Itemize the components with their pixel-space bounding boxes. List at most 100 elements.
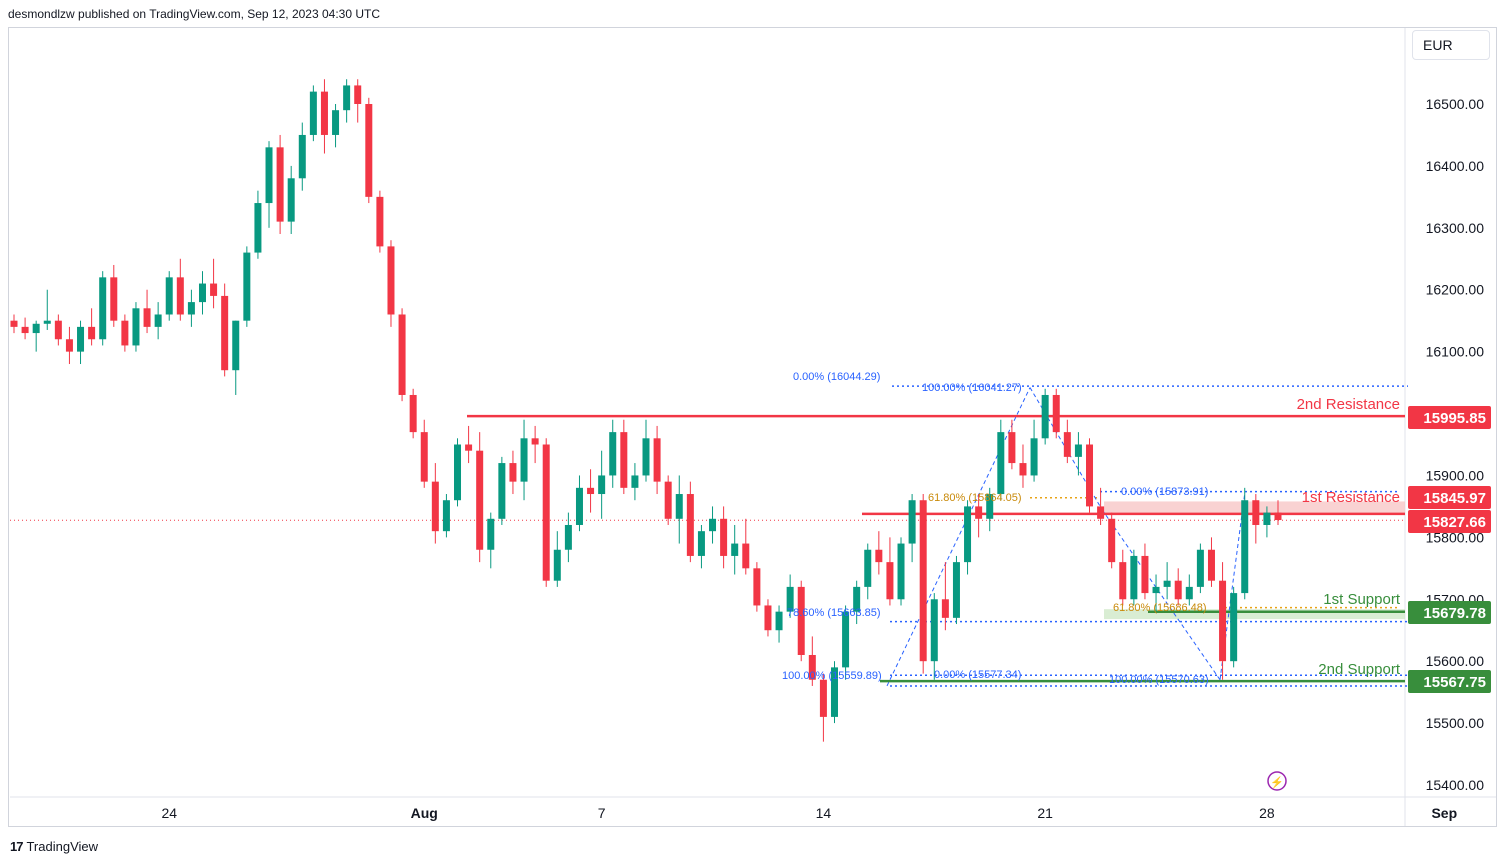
candle-body[interactable] <box>32 323 40 334</box>
candle-body[interactable] <box>298 134 306 179</box>
candle-body[interactable] <box>1207 549 1215 581</box>
candle-body[interactable] <box>564 524 572 550</box>
candle-body[interactable] <box>1196 549 1204 587</box>
candle-body[interactable] <box>187 302 195 315</box>
footer-brand[interactable]: 17 TradingView <box>10 839 98 854</box>
candle-body[interactable] <box>819 679 827 717</box>
candle-body[interactable] <box>77 326 85 352</box>
candle-body[interactable] <box>276 147 284 222</box>
candle-body[interactable] <box>265 147 273 204</box>
candle-body[interactable] <box>941 599 949 618</box>
candle-body[interactable] <box>653 438 661 482</box>
candle-body[interactable] <box>509 463 517 482</box>
candle-body[interactable] <box>664 481 672 519</box>
candle-body[interactable] <box>1163 580 1171 587</box>
candle-body[interactable] <box>10 320 18 327</box>
candle-body[interactable] <box>709 518 717 532</box>
candle-body[interactable] <box>431 481 439 532</box>
candle-body[interactable] <box>997 432 1005 495</box>
candle-body[interactable] <box>1097 506 1105 519</box>
candle-body[interactable] <box>110 277 118 321</box>
candle-body[interactable] <box>442 500 450 532</box>
candle-body[interactable] <box>1019 463 1027 476</box>
candle-body[interactable] <box>1030 438 1038 476</box>
candle-body[interactable] <box>609 432 617 476</box>
candle-body[interactable] <box>875 549 883 563</box>
candle-body[interactable] <box>409 394 417 433</box>
candle-body[interactable] <box>154 314 162 327</box>
candle-body[interactable] <box>420 432 428 482</box>
candle-body[interactable] <box>398 314 406 395</box>
candle-body[interactable] <box>309 91 317 135</box>
candle-body[interactable] <box>1185 586 1193 600</box>
candle-body[interactable] <box>99 277 107 340</box>
candle-body[interactable] <box>1241 500 1249 594</box>
candle-body[interactable] <box>1052 394 1060 433</box>
candle-body[interactable] <box>1252 500 1260 525</box>
candle-body[interactable] <box>287 178 295 222</box>
candle-body[interactable] <box>165 277 173 315</box>
candle-body[interactable] <box>476 450 484 550</box>
candle-body[interactable] <box>642 438 650 476</box>
lightning-icon[interactable] <box>1267 771 1287 791</box>
candle-body[interactable] <box>43 320 51 324</box>
candle-body[interactable] <box>764 605 772 631</box>
candle-body[interactable] <box>742 543 750 569</box>
candle-body[interactable] <box>465 444 473 451</box>
candle-body[interactable] <box>986 494 994 519</box>
candle-body[interactable] <box>1086 444 1094 507</box>
candle-body[interactable] <box>587 487 595 495</box>
candle-body[interactable] <box>65 339 73 352</box>
candle-body[interactable] <box>1263 512 1271 525</box>
candle-body[interactable] <box>320 91 328 135</box>
candle-body[interactable] <box>620 432 628 488</box>
candle-body[interactable] <box>1041 394 1049 439</box>
candle-body[interactable] <box>631 475 639 488</box>
candle-body[interactable] <box>575 487 583 525</box>
candle-body[interactable] <box>1108 518 1116 563</box>
candle-body[interactable] <box>121 320 129 346</box>
candle-body[interactable] <box>232 320 240 371</box>
candle-body[interactable] <box>354 85 362 104</box>
candle-body[interactable] <box>1174 580 1182 600</box>
candle-body[interactable] <box>1141 555 1149 594</box>
candle-body[interactable] <box>908 500 916 544</box>
candle-body[interactable] <box>343 85 351 111</box>
candle-body[interactable] <box>686 494 694 556</box>
candle-body[interactable] <box>21 326 29 334</box>
currency-button[interactable]: EUR <box>1412 30 1490 60</box>
candle-body[interactable] <box>864 549 872 587</box>
candle-body[interactable] <box>376 196 384 247</box>
candle-body[interactable] <box>531 438 539 445</box>
candle-body[interactable] <box>487 518 495 550</box>
candle-body[interactable] <box>1119 562 1127 600</box>
candle-body[interactable] <box>1063 432 1071 457</box>
candle-body[interactable] <box>808 654 816 680</box>
candle-body[interactable] <box>365 104 373 197</box>
candle-body[interactable] <box>786 586 794 612</box>
candle-body[interactable] <box>520 438 528 482</box>
candle-body[interactable] <box>930 599 938 662</box>
candle-body[interactable] <box>897 543 905 600</box>
candle-body[interactable] <box>143 308 151 327</box>
candle-body[interactable] <box>830 667 838 717</box>
candle-body[interactable] <box>1219 580 1227 662</box>
candle-body[interactable] <box>697 531 705 556</box>
candle-body[interactable] <box>498 463 506 519</box>
candle-body[interactable] <box>853 586 861 612</box>
candle-body[interactable] <box>952 562 960 618</box>
candle-body[interactable] <box>243 252 251 321</box>
candle-body[interactable] <box>198 283 206 303</box>
candle-body[interactable] <box>1130 555 1138 600</box>
candle-body[interactable] <box>753 568 761 606</box>
candle-body[interactable] <box>542 444 550 581</box>
candle-body[interactable] <box>1230 593 1238 662</box>
candle-body[interactable] <box>132 308 140 346</box>
candle-body[interactable] <box>1274 512 1282 521</box>
candle-body[interactable] <box>387 246 395 315</box>
candle-body[interactable] <box>675 494 683 519</box>
candle-body[interactable] <box>842 611 850 668</box>
candle-body[interactable] <box>1152 586 1160 594</box>
candle-body[interactable] <box>332 110 340 135</box>
